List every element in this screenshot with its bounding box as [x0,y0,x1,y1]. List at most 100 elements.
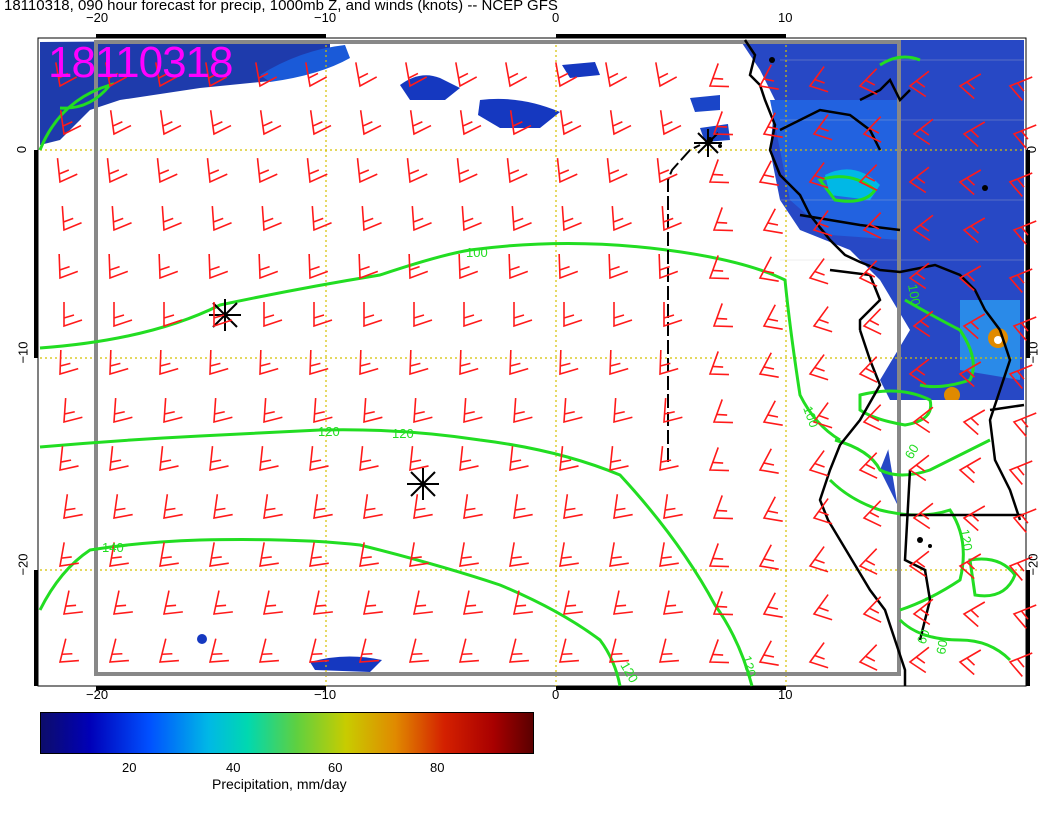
wind-barb [209,542,229,567]
wind-barb [209,349,229,376]
wind-barb [209,446,229,472]
wind-barb [858,452,878,479]
wind-barb [159,542,179,567]
wind-barb [862,404,882,431]
wind-barb [862,308,882,335]
wind-barb [512,590,533,615]
wind-barb [211,206,232,232]
wind-barb [156,158,178,184]
wind-barb [962,601,986,628]
wind-barb [908,358,930,386]
wind-barb [459,446,479,472]
wind-barb [609,349,629,376]
wind-barb [309,446,329,472]
wind-barb [812,210,833,237]
wind-barbs [55,62,1037,677]
wind-barb [708,351,729,376]
wind-barb [55,62,78,88]
wind-barb [958,265,982,292]
wind-barb [762,208,783,234]
wind-barb [606,158,628,184]
wind-barb [862,596,882,623]
wind-barb [458,253,479,280]
wind-barb [206,158,228,184]
wind-barb [159,446,179,472]
wind-barb [509,110,532,136]
wind-barb [409,349,429,376]
wind-barb [362,590,383,615]
wind-barb [311,206,332,232]
left-tick: 0 [14,145,30,154]
wind-barb [659,110,682,136]
wind-barb [663,398,683,424]
wind-barb [758,352,779,378]
wind-barb [163,494,183,519]
wind-barb [808,162,829,189]
wind-barb [862,212,882,239]
high-marker-2 [407,468,439,500]
wind-barb [708,63,729,88]
wind-barb [758,640,779,666]
wind-barb [462,590,483,615]
wind-barb [263,302,283,328]
wind-barb [858,644,878,671]
wind-barb [205,62,228,88]
wind-barb [313,494,333,519]
wind-barb [358,638,379,663]
bottom-tick: −10 [314,687,337,702]
precip-colorbar [40,712,534,754]
bottom-tick: −20 [86,687,109,702]
wind-barb [758,160,779,186]
wind-barb [862,116,882,143]
wind-barb [409,446,429,472]
wind-barb [962,217,986,244]
map-frame [37,37,1027,687]
wind-barb [509,446,529,472]
wind-barb [259,349,279,376]
top-tick: −10 [314,10,337,25]
wind-barb [313,398,333,424]
wind-barb [558,253,579,280]
wind-barb [263,494,283,519]
wind-barb [562,590,583,615]
wind-barb [559,110,582,136]
wind-barb [808,258,829,285]
right-tick: −20 [1025,553,1041,576]
wind-barb [158,253,179,280]
wind-barb [958,649,982,676]
wind-barb [958,457,982,484]
wind-barb [363,302,383,328]
wind-barb [459,542,479,567]
wind-barb [708,255,729,280]
wind-barb [862,500,882,527]
contour-labels: 100 120 120 140 120 120 100 60 60 120 60… [102,245,976,685]
contour-label: 100 [905,283,924,307]
wind-barb [413,398,433,424]
wind-barb [61,206,82,232]
wind-barb [506,158,528,184]
wind-barb [613,302,633,328]
wind-barb [259,110,282,136]
wind-barb [1008,460,1033,485]
wind-barb [962,505,986,532]
wind-barb [511,206,532,232]
left-tick: −20 [15,553,31,576]
wind-barb [508,638,529,663]
contour-label: 120 [392,426,414,441]
wind-barb [408,638,429,663]
wind-barb [962,121,986,148]
wind-barb [708,447,729,472]
wind-barb [613,398,633,424]
wind-barb [762,112,783,138]
chart-title: 18110318, 090 hour forecast for precip, … [4,0,558,14]
wind-barb [708,639,729,664]
wind-barb [613,494,633,519]
wind-barb [112,590,133,615]
wind-barb [509,349,529,376]
contour-label: 120 [617,659,641,685]
wind-barb [306,158,328,184]
wind-barb [1008,268,1033,293]
contour-label: 120 [739,654,759,679]
wind-barb [1008,652,1033,677]
wind-barb [309,542,329,567]
